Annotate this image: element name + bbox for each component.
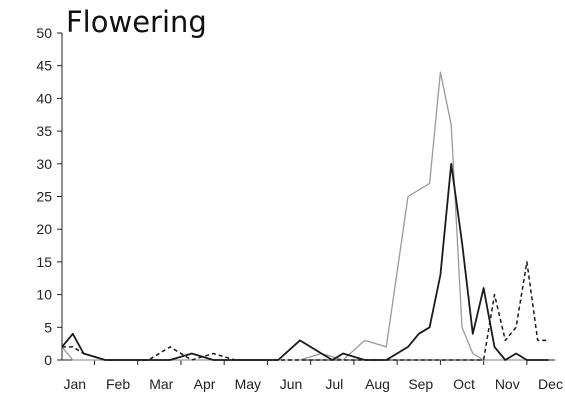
x-tick-label: Jan <box>64 376 87 392</box>
series-line-black-solid <box>61 162 549 361</box>
y-tick-label: 15 <box>36 254 52 270</box>
x-tick-label: Dec <box>538 376 563 392</box>
x-tick-label: Sep <box>408 376 433 392</box>
x-tick-label: Aug <box>365 376 390 392</box>
x-tick-label: Jun <box>280 376 303 392</box>
x-tick-label: Jul <box>325 376 343 392</box>
y-tick-label: 45 <box>36 58 52 74</box>
x-tick-label: Mar <box>149 376 173 392</box>
x-tick-label: Apr <box>194 376 216 392</box>
y-tick-label: 20 <box>36 221 52 237</box>
series-line-black-dashed <box>62 261 549 361</box>
y-axis-ticks: 0 5 10 15 20 25 30 35 40 45 50 <box>36 25 62 368</box>
x-tick-label: Nov <box>495 376 520 392</box>
x-tick-label: Oct <box>453 376 475 392</box>
y-tick-label: 30 <box>36 156 52 172</box>
y-tick-label: 10 <box>36 287 52 303</box>
series-line-grey-solid <box>61 71 549 361</box>
y-tick-label: 25 <box>36 189 52 205</box>
y-tick-label: 40 <box>36 90 52 106</box>
chart-title: Flowering <box>66 5 207 39</box>
y-tick-label: 0 <box>44 352 52 368</box>
y-tick-label: 5 <box>44 319 52 335</box>
x-axis-ticks: Jan Feb Mar Apr May Jun Jul Aug Sep Oct Nov Dec <box>64 360 563 392</box>
series-layer <box>61 71 549 361</box>
x-tick-label: May <box>235 376 261 392</box>
y-tick-label: 35 <box>36 123 52 139</box>
x-tick-label: Feb <box>106 376 130 392</box>
y-tick-label: 50 <box>36 25 52 41</box>
